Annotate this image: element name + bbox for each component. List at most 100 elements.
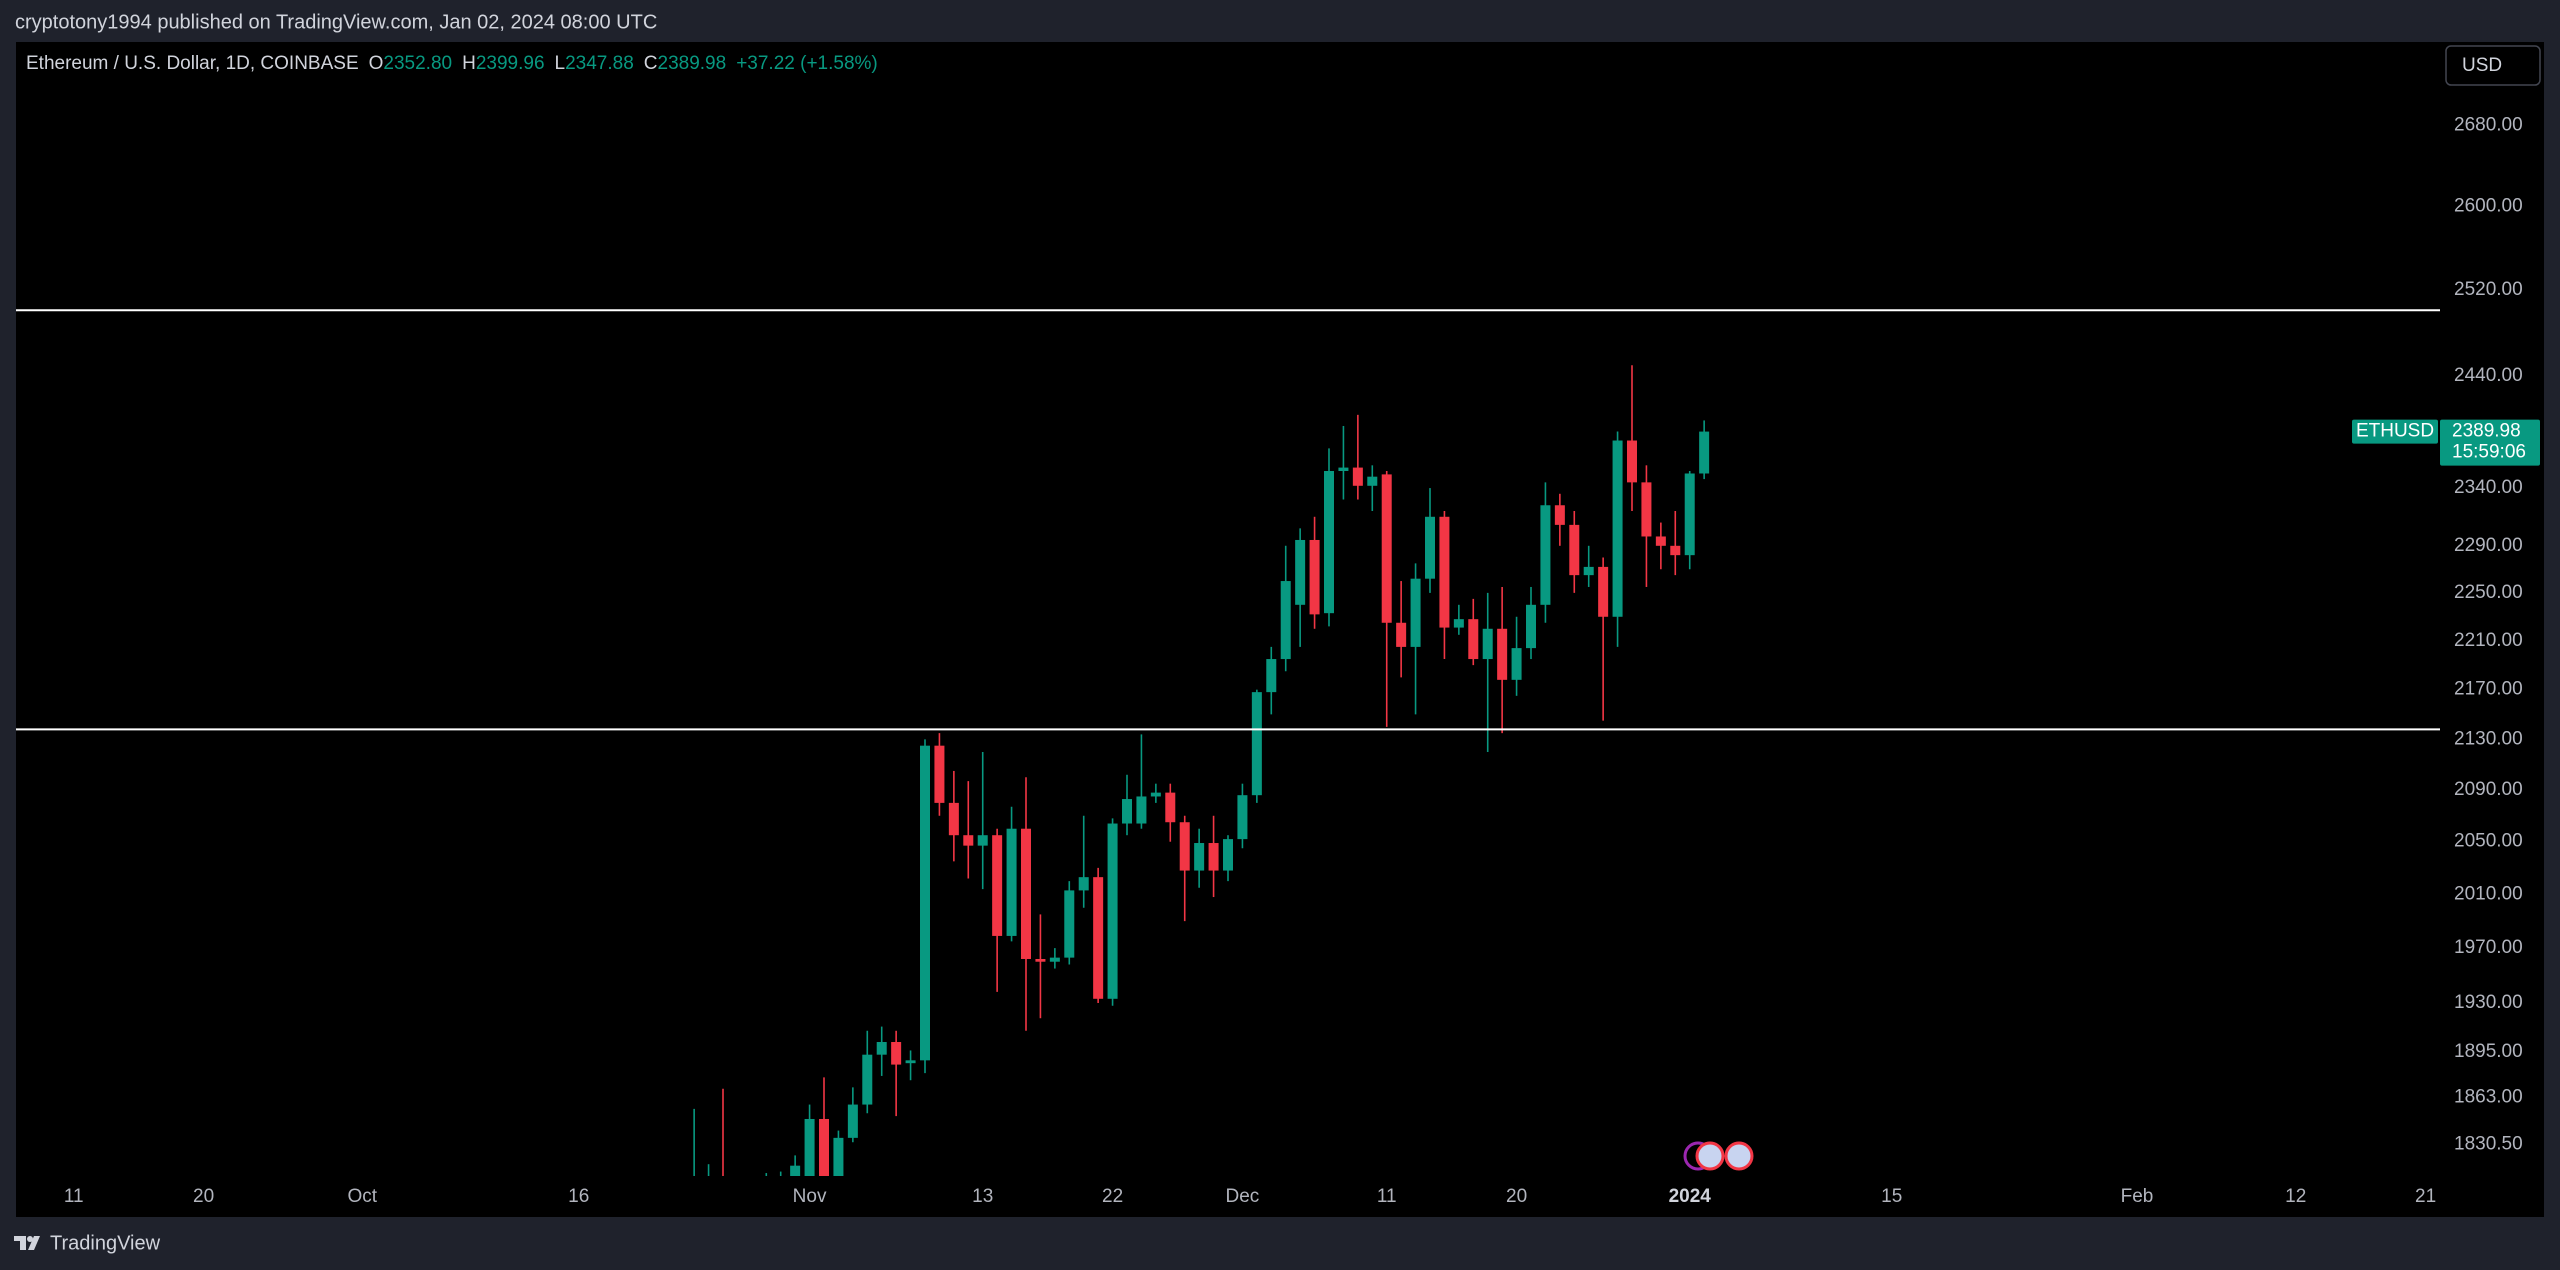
candle-body bbox=[1280, 581, 1291, 660]
candle-body bbox=[790, 1165, 801, 1176]
ohlc-value: 2399.96 bbox=[476, 53, 545, 74]
candle-body bbox=[934, 745, 945, 803]
candle bbox=[905, 1050, 916, 1081]
x-tick-label: Oct bbox=[348, 1186, 378, 1207]
candle-body bbox=[1425, 516, 1435, 579]
y-tick-label: 2210.00 bbox=[2454, 630, 2523, 651]
candle-body bbox=[1338, 467, 1349, 471]
candle bbox=[1468, 598, 1479, 666]
candle bbox=[1425, 488, 1435, 593]
candle bbox=[1150, 783, 1161, 803]
y-tick-label: 2520.00 bbox=[2454, 279, 2523, 300]
candle bbox=[804, 1104, 815, 1176]
publisher-line: cryptotony1994 published on TradingView.… bbox=[15, 11, 657, 33]
x-tick-label: 11 bbox=[1377, 1186, 1397, 1207]
candle bbox=[948, 770, 959, 862]
x-tick-label: Dec bbox=[1226, 1186, 1260, 1207]
symbol-tag: ETHUSD bbox=[2356, 421, 2434, 442]
candle bbox=[1540, 482, 1551, 623]
candle-body bbox=[876, 1042, 887, 1055]
y-tick-label: 1830.50 bbox=[2454, 1133, 2523, 1154]
candle-body bbox=[1266, 659, 1277, 693]
logo-mark bbox=[14, 1236, 40, 1250]
candle bbox=[1006, 806, 1017, 942]
candle-body bbox=[1367, 476, 1378, 486]
candle-body bbox=[1598, 566, 1609, 617]
candle bbox=[790, 1155, 801, 1176]
candle-body bbox=[1078, 877, 1089, 891]
candle-body bbox=[948, 802, 959, 836]
x-tick-label: 20 bbox=[193, 1186, 214, 1207]
event-icons[interactable] bbox=[1683, 1141, 1754, 1171]
x-tick-label: 13 bbox=[972, 1186, 993, 1207]
x-tick-label: 22 bbox=[1102, 1186, 1123, 1207]
candle bbox=[934, 733, 945, 816]
candle bbox=[862, 1030, 873, 1114]
candle-body bbox=[1049, 957, 1060, 962]
candle-body bbox=[1612, 440, 1623, 617]
event-icon[interactable] bbox=[1695, 1141, 1725, 1171]
candle-body bbox=[1165, 792, 1176, 823]
candle bbox=[1396, 581, 1407, 678]
candle bbox=[1439, 511, 1450, 660]
y-tick-label: 2010.00 bbox=[2454, 883, 2523, 904]
candle-body bbox=[1468, 619, 1479, 660]
y-tick-label: 2680.00 bbox=[2454, 114, 2523, 135]
ohlc-value: 2347.88 bbox=[565, 53, 634, 74]
x-tick-label: 11 bbox=[64, 1186, 84, 1207]
y-tick-label: 2250.00 bbox=[2454, 582, 2523, 603]
countdown-label: 15:59:06 bbox=[2452, 442, 2526, 463]
candle-body bbox=[1453, 619, 1464, 628]
ohlc-key: O bbox=[369, 53, 384, 74]
candle-body bbox=[1511, 648, 1522, 680]
currency-button[interactable] bbox=[2445, 45, 2541, 86]
y-tick-label: 1970.00 bbox=[2454, 937, 2523, 958]
candle-body bbox=[1627, 440, 1637, 483]
candle bbox=[1511, 616, 1522, 696]
candle-body bbox=[1136, 796, 1147, 824]
y-tick-label: 2290.00 bbox=[2454, 535, 2523, 556]
candle-body bbox=[1526, 604, 1536, 649]
candle bbox=[1165, 783, 1176, 842]
candle-body bbox=[1569, 524, 1580, 576]
event-icon[interactable] bbox=[1724, 1141, 1754, 1171]
candle-body bbox=[1006, 828, 1017, 936]
candle-body bbox=[804, 1118, 815, 1176]
x-tick-label: 16 bbox=[568, 1186, 589, 1207]
candle bbox=[1309, 516, 1320, 629]
candle bbox=[1554, 493, 1565, 546]
candle-body bbox=[1482, 628, 1493, 660]
candle-body bbox=[1179, 822, 1190, 871]
candle bbox=[1497, 586, 1508, 734]
candle-body bbox=[1410, 578, 1421, 647]
candle bbox=[1295, 528, 1306, 647]
candle-body bbox=[1021, 828, 1031, 959]
candle-body bbox=[1699, 431, 1710, 474]
candle-body bbox=[905, 1060, 916, 1064]
candle bbox=[847, 1087, 858, 1143]
candle bbox=[891, 1030, 902, 1117]
candle bbox=[1482, 592, 1493, 752]
candle bbox=[1223, 835, 1233, 882]
y-tick-label: 2130.00 bbox=[2454, 728, 2523, 749]
candle bbox=[1107, 818, 1118, 1006]
candle-body bbox=[1497, 628, 1508, 680]
ohlc-value: 2352.80 bbox=[383, 53, 452, 74]
candle-body bbox=[862, 1054, 873, 1105]
y-tick-label: 2340.00 bbox=[2454, 477, 2523, 498]
x-tick-label: 20 bbox=[1506, 1186, 1527, 1207]
candle-body bbox=[847, 1104, 858, 1138]
currency-label[interactable]: USD bbox=[2462, 55, 2502, 76]
candle bbox=[1078, 815, 1089, 908]
candle bbox=[1352, 414, 1363, 500]
candle-body bbox=[1150, 792, 1161, 797]
candle bbox=[1583, 545, 1594, 587]
candle-body bbox=[1352, 467, 1363, 486]
candle bbox=[1569, 511, 1580, 593]
candle bbox=[1410, 563, 1421, 715]
y-tick-label: 2170.00 bbox=[2454, 679, 2523, 700]
ohlc-key: H bbox=[462, 53, 476, 74]
candle bbox=[1266, 646, 1277, 715]
candle bbox=[1670, 511, 1681, 576]
